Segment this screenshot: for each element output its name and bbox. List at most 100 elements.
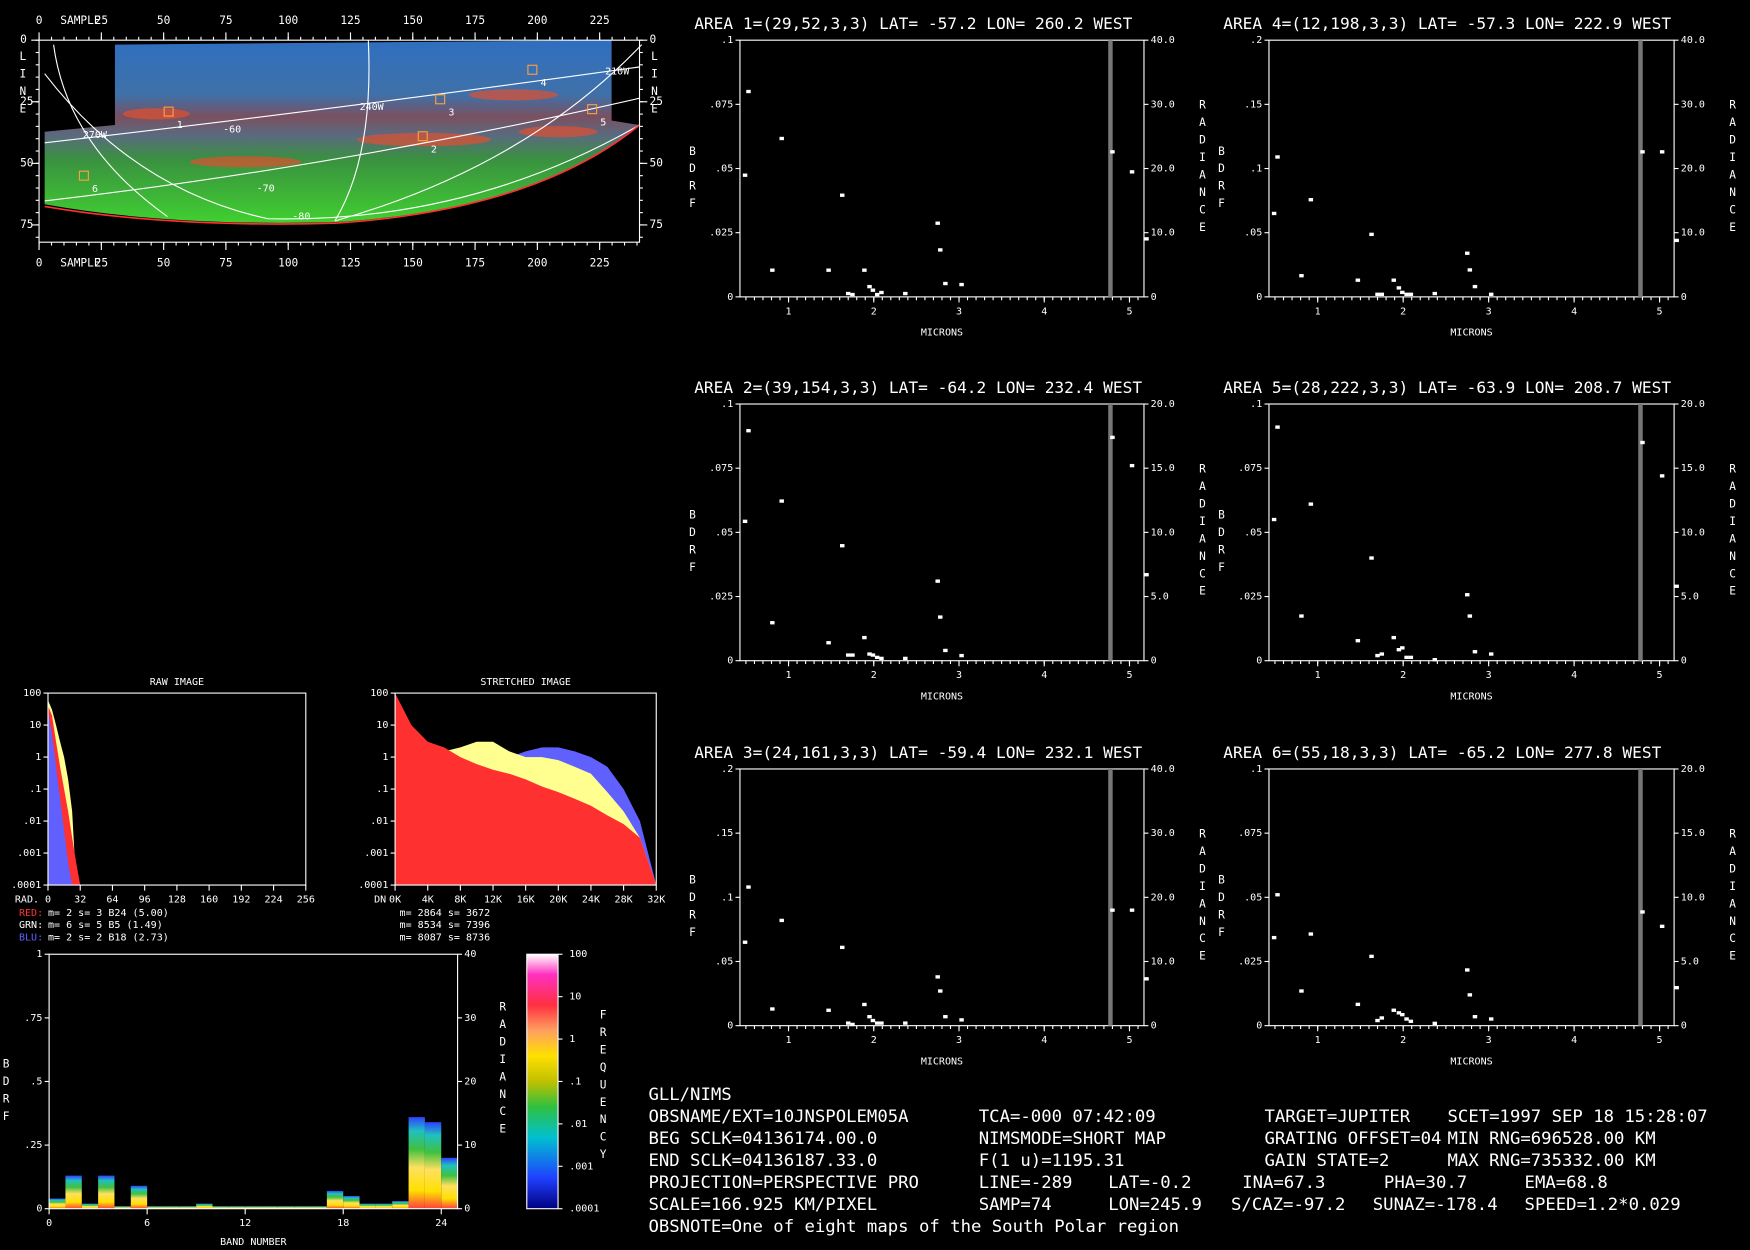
x-tick-label: 2 (1400, 1035, 1406, 1046)
saturation-band (1108, 40, 1113, 297)
histogram-area (395, 693, 657, 886)
y-tick-label: .01 (23, 816, 41, 827)
y2-tick-label: 10.0 (1151, 228, 1175, 239)
y-tick-label: .1 (1250, 164, 1262, 175)
colorbar (526, 953, 559, 1210)
map-y-tick-label: 25 (650, 95, 663, 108)
x-tick-label: 5 (1657, 306, 1663, 317)
x-tick-label: 24 (435, 1218, 447, 1229)
band-column (375, 1203, 393, 1209)
band-column (196, 1203, 213, 1209)
data-point (1271, 517, 1277, 522)
y2-tick-label: 15.0 (1681, 463, 1705, 474)
x-tick-label: 1 (1315, 670, 1321, 681)
x-tick-label: 4 (1041, 306, 1047, 317)
y2-tick-label: 10 (464, 1140, 476, 1151)
data-point (1375, 292, 1380, 296)
data-point (938, 248, 943, 252)
data-point (746, 89, 751, 94)
y2-tick-label: 0 (1681, 292, 1687, 303)
y-axis-label: BDRF (1215, 874, 1228, 944)
data-point (1110, 435, 1115, 440)
band-column (228, 1206, 246, 1209)
x-tick-label: 12 (239, 1218, 251, 1229)
band-column (212, 1206, 229, 1209)
data-point (1488, 652, 1494, 656)
info-text: MAX RNG=735332.00 KM (1448, 1151, 1656, 1171)
data-point (1110, 908, 1115, 912)
data-point (1369, 232, 1374, 237)
data-point (845, 1021, 851, 1025)
data-point (746, 885, 751, 889)
colorbar-tick-label: .01 (569, 1119, 587, 1130)
x-tick-label: 3 (956, 670, 962, 681)
x-tick-label: 2 (1400, 306, 1406, 317)
data-point (1144, 977, 1149, 981)
map-x-label: SAMPLE (60, 14, 100, 27)
data-point (1375, 1018, 1380, 1023)
y-tick-label: 1 (35, 752, 41, 763)
map-x-tick-label: 50 (157, 256, 170, 269)
data-point (746, 429, 751, 433)
data-point (1299, 274, 1304, 278)
data-point (870, 653, 876, 657)
data-point (1659, 150, 1665, 154)
y2-tick-label: 0 (1151, 1021, 1157, 1032)
data-point (826, 641, 831, 645)
y2-tick-label: 30.0 (1681, 99, 1705, 110)
chart-title: AREA 6=(55,18,3,3) LAT= -65.2 LON= 277.8… (1223, 743, 1661, 762)
data-point (840, 193, 845, 197)
data-point (867, 652, 872, 656)
y-tick-label: .05 (715, 956, 733, 967)
x-axis-label: MICRONS (1450, 328, 1492, 339)
data-point (1674, 584, 1679, 588)
saturation-band (1108, 768, 1113, 1026)
y-tick-label: .05 (1244, 228, 1262, 239)
map-x-tick-label: 150 (403, 14, 423, 27)
stats-text: m= 2 s= 2 B18 (2.73) (48, 932, 169, 943)
chart-title: RAW IMAGE (150, 677, 204, 688)
band-column (294, 1206, 311, 1209)
data-point (845, 291, 851, 296)
map-x-label: SAMPLE (60, 256, 100, 269)
data-point (1144, 237, 1149, 241)
info-text: PROJECTION=PERSPECTIVE PRO (648, 1173, 919, 1193)
y-tick-label: .025 (1238, 592, 1262, 603)
data-point (1275, 155, 1280, 159)
info-text: SUNAZ=-178.4 (1373, 1195, 1498, 1215)
y2-axis-label: RADIANCE (1726, 99, 1739, 239)
data-point (770, 268, 775, 272)
map-x-tick-label: 125 (340, 256, 360, 269)
data-point (1408, 655, 1414, 660)
x-tick-label: 32K (647, 895, 665, 906)
y-tick-label: .0001 (11, 880, 41, 891)
info-text: INA=67.3 (1242, 1173, 1325, 1193)
saturation-band (1638, 40, 1643, 297)
y2-tick-label: 15.0 (1681, 828, 1705, 839)
y2-tick-label: 20.0 (1151, 892, 1175, 903)
data-point (862, 1002, 867, 1007)
chart-title: AREA 2=(39,154,3,3) LAT= -64.2 LON= 232.… (694, 378, 1142, 397)
data-point (867, 284, 872, 289)
band-column (277, 1206, 295, 1209)
map-grid-label: -80 (292, 212, 310, 223)
map-footprint (44, 40, 640, 223)
data-point (1396, 1011, 1402, 1015)
y2-tick-label: 5.0 (1151, 592, 1169, 603)
data-point (959, 282, 964, 287)
data-point (1396, 286, 1402, 290)
colorbar-tick-label: .0001 (569, 1204, 599, 1215)
data-point (1391, 278, 1396, 282)
data-point (1408, 1019, 1414, 1023)
y-tick-label: .075 (709, 463, 733, 474)
y-tick-label: .1 (1250, 764, 1262, 775)
y-tick-label: 0 (727, 292, 733, 303)
saturation-band (1108, 404, 1113, 661)
data-point (1129, 170, 1135, 174)
saturation-band (1638, 404, 1643, 661)
band-column (310, 1206, 327, 1209)
chart-title: AREA 4=(12,198,3,3) LAT= -57.3 LON= 222.… (1223, 14, 1671, 33)
y-tick-label: .025 (709, 228, 733, 239)
data-point (779, 136, 784, 141)
